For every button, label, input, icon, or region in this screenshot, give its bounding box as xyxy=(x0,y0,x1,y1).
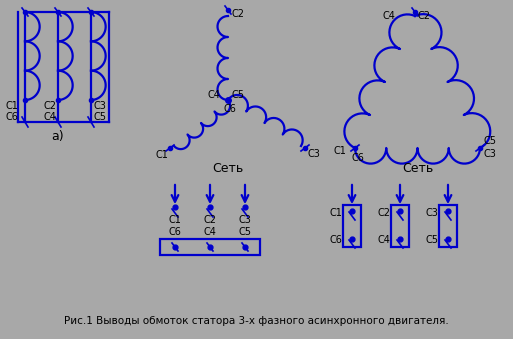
Text: C3: C3 xyxy=(93,101,106,111)
Text: C1: C1 xyxy=(333,146,346,156)
Text: C2: C2 xyxy=(43,101,56,111)
Text: C6: C6 xyxy=(329,235,342,245)
Text: C3: C3 xyxy=(483,149,496,159)
Text: C3: C3 xyxy=(425,208,438,218)
Text: C5: C5 xyxy=(232,90,245,100)
Bar xyxy=(160,239,260,255)
Text: C6: C6 xyxy=(5,112,18,122)
Text: C2: C2 xyxy=(204,215,216,225)
Bar xyxy=(343,205,361,247)
Bar xyxy=(439,205,457,247)
Text: C5: C5 xyxy=(483,136,496,146)
Text: C6: C6 xyxy=(169,227,182,237)
Text: Рис.1 Выводы обмоток статора 3-х фазного асинхронного двигателя.: Рис.1 Выводы обмоток статора 3-х фазного… xyxy=(64,316,448,326)
Text: C1: C1 xyxy=(156,150,169,160)
Text: C5: C5 xyxy=(425,235,438,245)
Text: C2: C2 xyxy=(417,11,430,21)
Text: C5: C5 xyxy=(239,227,251,237)
Text: C1: C1 xyxy=(5,101,18,111)
Text: C2: C2 xyxy=(377,208,390,218)
Text: C4: C4 xyxy=(377,235,390,245)
Text: C6: C6 xyxy=(351,153,364,163)
Text: C3: C3 xyxy=(308,149,321,159)
Text: Сеть: Сеть xyxy=(402,162,433,175)
Text: C5: C5 xyxy=(93,112,106,122)
Bar xyxy=(391,205,409,247)
Text: C4: C4 xyxy=(382,11,395,21)
Text: C6: C6 xyxy=(223,104,236,114)
Text: C4: C4 xyxy=(204,227,216,237)
Text: C1: C1 xyxy=(169,215,182,225)
Text: C4: C4 xyxy=(43,112,56,122)
Text: а): а) xyxy=(52,130,64,143)
Text: C1: C1 xyxy=(329,208,342,218)
Text: C4: C4 xyxy=(208,90,221,100)
Text: Сеть: Сеть xyxy=(212,162,244,175)
Text: C3: C3 xyxy=(239,215,251,225)
Text: С2: С2 xyxy=(231,9,244,19)
